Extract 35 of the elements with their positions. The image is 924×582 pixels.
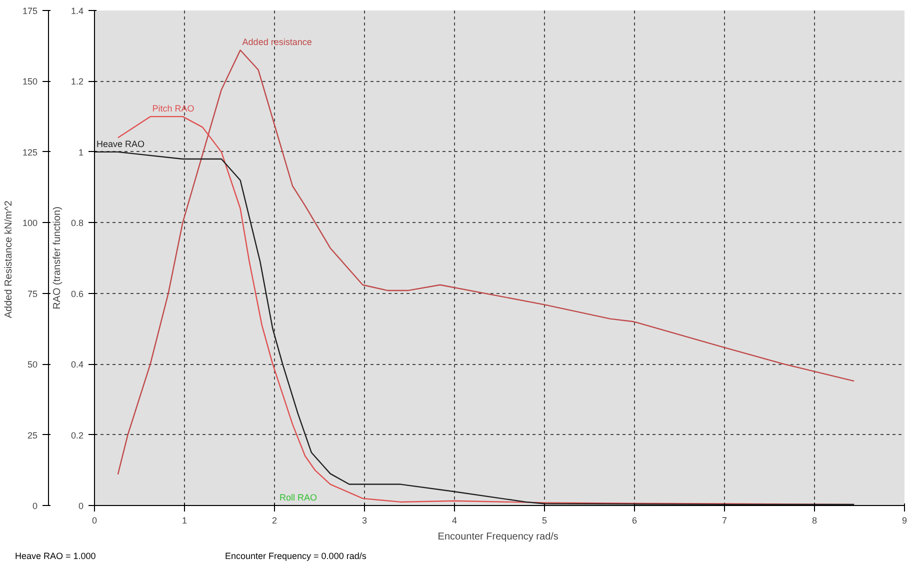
x-tick-label: 4 — [452, 516, 458, 526]
y-tick-label: 0.8 — [70, 218, 84, 228]
x-tick-label: 3 — [362, 516, 368, 526]
y-tick-label: 1.4 — [70, 6, 84, 16]
series-label: Pitch RAO — [152, 104, 194, 114]
y-tick-label: 0 — [78, 501, 84, 511]
y2-tick-label: 150 — [22, 76, 38, 87]
x-tick-label: 0 — [92, 516, 98, 526]
series-label: Heave RAO — [96, 138, 145, 149]
y2-tick-label: 125 — [22, 147, 38, 158]
y-tick-label: 1.2 — [70, 76, 84, 87]
y2-tick-label: 175 — [22, 6, 38, 16]
text: Encounter Frequency = 0.000 rad/s — [225, 550, 366, 563]
series-label: Added resistance — [242, 37, 312, 48]
y-tick-label: 0.6 — [70, 288, 84, 299]
x-tick-label: 1 — [182, 516, 188, 526]
y-tick-label: 1 — [78, 147, 84, 158]
y-tick-label: 0.2 — [70, 430, 84, 440]
y2-tick-label: 50 — [27, 360, 38, 370]
x-tick-label: 5 — [542, 516, 548, 526]
x-tick-label: 9 — [902, 516, 908, 526]
x-tick-label: 6 — [632, 516, 638, 526]
x-axis-title: Encounter Frequency rad/s — [438, 532, 558, 542]
y2-tick-label: 100 — [22, 218, 38, 228]
y-axis-title: RAO (transfer function) — [52, 206, 63, 310]
x-tick-label: 8 — [812, 516, 818, 526]
x-tick-label: 7 — [722, 516, 728, 526]
annotation: Roll RAO — [280, 492, 318, 502]
y2-tick-label: 25 — [27, 430, 38, 440]
text: Heave RAO = 1.000 — [15, 550, 96, 563]
y2-tick-label: 0 — [32, 501, 38, 511]
y-tick-label: 0.4 — [70, 360, 84, 370]
y2-tick-label: 75 — [27, 288, 38, 299]
y2-axis-title: Added Resistance kN/m^2 — [3, 200, 14, 318]
x-tick-label: 2 — [272, 516, 278, 526]
